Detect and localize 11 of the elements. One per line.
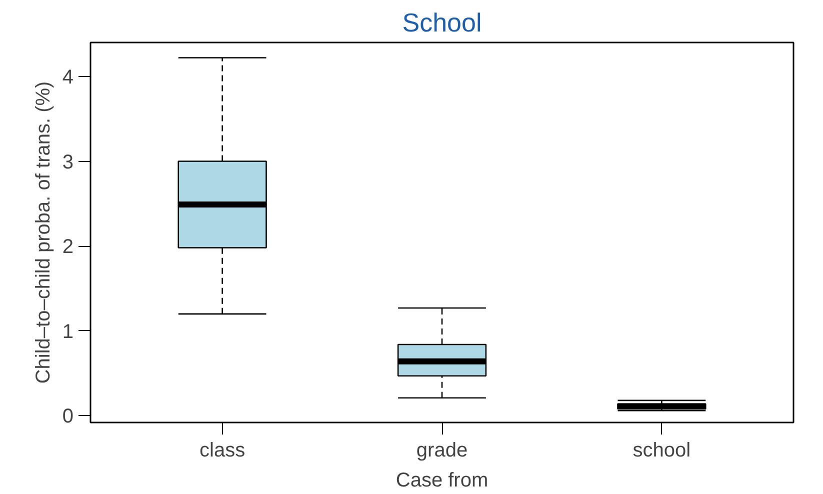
y-tick-label: 4 bbox=[62, 66, 74, 88]
chart-title: School bbox=[402, 8, 482, 38]
y-axis-title: Child–to–child proba. of trans. (%) bbox=[32, 81, 54, 384]
y-tick-label: 0 bbox=[62, 406, 74, 428]
y-tick-label: 2 bbox=[62, 236, 74, 258]
x-tick-label: grade bbox=[416, 440, 468, 462]
x-tick-label: school bbox=[632, 440, 691, 462]
x-axis-title: Case from bbox=[396, 470, 488, 492]
x-tick-label: class bbox=[200, 440, 246, 462]
y-tick-label: 1 bbox=[62, 320, 74, 343]
y-tick-label: 3 bbox=[62, 151, 74, 174]
